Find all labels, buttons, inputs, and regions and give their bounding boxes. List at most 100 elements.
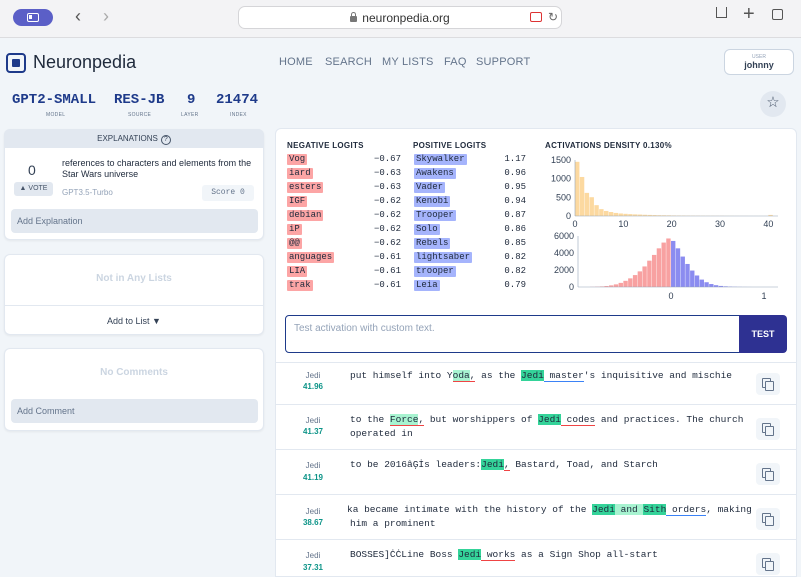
add-to-list-button[interactable]: Add to List ▼ bbox=[4, 305, 264, 335]
distribution-pos-bar bbox=[713, 285, 719, 287]
activation-row bbox=[276, 362, 796, 404]
nav-support[interactable]: SUPPORT bbox=[476, 56, 531, 68]
score-button[interactable]: Score 0 bbox=[202, 185, 254, 201]
positive-logit-token: Vader bbox=[414, 182, 446, 193]
negative-logit-token: iard bbox=[287, 168, 313, 179]
address-bar[interactable]: neuronpedia.org ↻ bbox=[238, 6, 562, 29]
negative-logits-title: NEGATIVE LOGITS bbox=[287, 141, 364, 150]
help-icon[interactable]: ? bbox=[160, 135, 171, 145]
negative-logit-value: −0.62 bbox=[373, 196, 401, 206]
activation-value: 41.96 bbox=[302, 382, 324, 391]
positive-logit-value: 0.82 bbox=[504, 266, 526, 276]
star-icon[interactable]: ☆ bbox=[760, 91, 786, 117]
density-bar bbox=[768, 214, 773, 216]
explanation-text: references to characters and elements fr… bbox=[62, 158, 252, 179]
test-button[interactable]: TEST bbox=[739, 315, 787, 353]
distribution-y-tick: 0 bbox=[569, 282, 574, 292]
distribution-pos-bar bbox=[690, 270, 695, 287]
density-x-tick: 0 bbox=[572, 219, 577, 229]
distribution-pos-bar bbox=[685, 263, 690, 287]
density-bar bbox=[633, 214, 638, 216]
distribution-pos-bar bbox=[671, 240, 676, 287]
vote-button[interactable]: ▲ VOTE bbox=[14, 182, 53, 196]
density-y-tick: 0 bbox=[566, 211, 571, 221]
add-comment-input[interactable]: Add Comment bbox=[11, 399, 258, 423]
positive-logit-token: trooper bbox=[414, 266, 456, 277]
activation-snippet-cont: him a prominent bbox=[350, 518, 436, 529]
density-bar bbox=[575, 161, 580, 216]
distribution-pos-bar bbox=[699, 279, 704, 287]
copy-icon[interactable] bbox=[756, 553, 780, 575]
tabs-overview-icon[interactable] bbox=[772, 9, 783, 20]
model-value[interactable]: GPT2-SMALL bbox=[12, 92, 97, 108]
index-value[interactable]: 21474 bbox=[216, 92, 259, 108]
density-bar bbox=[618, 213, 623, 216]
distribution-neg-bar bbox=[642, 266, 647, 287]
negative-logit-value: −0.61 bbox=[373, 280, 401, 290]
back-button[interactable]: ‹ bbox=[75, 6, 81, 26]
positive-logit-value: 0.96 bbox=[504, 168, 526, 178]
activation-snippet: to the Force, but worshippers of Jedi co… bbox=[350, 414, 744, 426]
custom-text-input[interactable]: Test activation with custom text. bbox=[285, 315, 740, 353]
copy-icon[interactable] bbox=[756, 463, 780, 485]
sidebar-toggle-button[interactable] bbox=[13, 9, 53, 26]
positive-logit-token: lightsaber bbox=[414, 252, 473, 263]
add-explanation-input[interactable]: Add Explanation bbox=[11, 209, 258, 233]
density-y-tick: 1000 bbox=[551, 174, 571, 184]
layer-value[interactable]: 9 bbox=[187, 92, 196, 108]
activation-row bbox=[276, 404, 796, 449]
distribution-y-tick: 2000 bbox=[554, 265, 574, 275]
activation-snippet: to be 2016âĢİs leaders:Jedi, Bastard, To… bbox=[350, 459, 658, 471]
distribution-neg-bar bbox=[661, 242, 666, 287]
user-menu[interactable]: USER johnny bbox=[724, 49, 794, 75]
block-icon[interactable] bbox=[530, 12, 542, 22]
positive-logit-value: 0.82 bbox=[504, 252, 526, 262]
density-bar bbox=[637, 214, 643, 216]
distribution-neg-bar bbox=[623, 280, 628, 287]
density-bar bbox=[594, 205, 599, 216]
density-bar bbox=[647, 214, 652, 216]
nav-home[interactable]: HOME bbox=[279, 56, 313, 68]
density-bar bbox=[584, 192, 590, 216]
app-name[interactable]: Neuronpedia bbox=[33, 52, 137, 72]
model-label: MODEL bbox=[46, 112, 66, 118]
positive-logit-token: Kenobi bbox=[414, 196, 451, 207]
density-bar bbox=[599, 209, 604, 216]
distribution-neg-bar bbox=[647, 260, 652, 287]
explanations-title: EXPLANATIONS bbox=[97, 134, 158, 143]
positive-logit-token: Solo bbox=[414, 224, 440, 235]
distribution-neg-bar bbox=[656, 248, 662, 287]
distribution-pos-bar bbox=[680, 256, 685, 287]
positive-logit-value: 0.85 bbox=[504, 238, 526, 248]
browser-toolbar: ‹ › neuronpedia.org ↻ + bbox=[0, 0, 801, 38]
reload-icon[interactable]: ↻ bbox=[548, 10, 559, 24]
nav-my-lists[interactable]: MY LISTS bbox=[382, 56, 434, 68]
density-x-tick: 30 bbox=[715, 219, 725, 229]
comments-empty-text: No Comments bbox=[100, 367, 168, 378]
activation-value: 38.67 bbox=[302, 518, 324, 527]
activation-row bbox=[276, 494, 796, 539]
density-bar bbox=[628, 214, 633, 216]
density-x-tick: 20 bbox=[667, 219, 677, 229]
neuronpedia-logo-icon[interactable] bbox=[6, 53, 26, 73]
source-value[interactable]: RES-JB bbox=[114, 92, 165, 108]
lock-icon bbox=[350, 11, 358, 22]
activation-row bbox=[276, 539, 796, 577]
nav-faq[interactable]: FAQ bbox=[444, 56, 467, 68]
explanation-model: GPT3.5-Turbo bbox=[62, 188, 113, 197]
distribution-pos-bar bbox=[704, 282, 709, 287]
activation-value: 41.37 bbox=[302, 427, 324, 436]
negative-logit-token: trak bbox=[287, 280, 313, 291]
density-bar bbox=[657, 215, 662, 216]
distribution-neg-bar bbox=[628, 278, 633, 287]
copy-icon[interactable] bbox=[756, 508, 780, 530]
source-label: SOURCE bbox=[128, 112, 152, 118]
copy-icon[interactable] bbox=[756, 373, 780, 395]
forward-button[interactable]: › bbox=[103, 6, 109, 26]
distribution-x-tick: 1 bbox=[762, 291, 767, 301]
positive-logit-token: Rebels bbox=[414, 238, 451, 249]
copy-icon[interactable] bbox=[756, 418, 780, 440]
nav-search[interactable]: SEARCH bbox=[325, 56, 373, 68]
new-tab-icon[interactable]: + bbox=[743, 3, 755, 25]
share-icon[interactable] bbox=[716, 7, 727, 18]
